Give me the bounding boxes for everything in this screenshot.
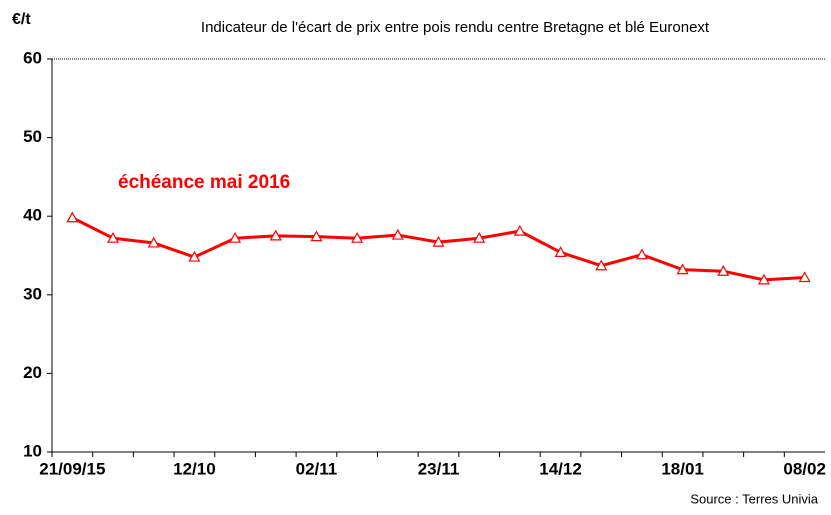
marker [676, 263, 689, 275]
x-tick-label: 23/11 [418, 459, 460, 478]
marker [351, 231, 364, 243]
marker [595, 259, 608, 271]
x-tick-label: 02/11 [296, 459, 338, 478]
marker [554, 246, 567, 257]
y-tick-label: 20 [23, 363, 42, 382]
marker [107, 231, 120, 243]
marker [188, 250, 201, 262]
line [71, 216, 805, 282]
y-tick-label: 30 [23, 284, 42, 303]
marker [717, 264, 730, 276]
y-tick-label: 50 [23, 127, 42, 146]
marker [432, 235, 445, 247]
marker [513, 224, 526, 236]
marker [66, 211, 79, 223]
marker [269, 229, 282, 241]
y-tick-label: 60 [23, 48, 42, 67]
marker [757, 273, 770, 285]
y-tick-label: 40 [23, 206, 42, 225]
marker [798, 271, 811, 283]
y-axis-label: €/t [12, 11, 31, 28]
y-tick-label: 10 [23, 441, 42, 460]
marker [229, 231, 242, 243]
marker [310, 230, 323, 242]
marker [473, 231, 486, 243]
source: Source : Terres Univia [690, 491, 818, 506]
marker [635, 248, 648, 260]
x-tick-label: 14/12 [539, 459, 582, 478]
x-tick-label: 18/01 [661, 459, 704, 478]
x-tick-label: 12/10 [173, 459, 216, 478]
annotation: échéance mai 2016 [118, 172, 290, 193]
x-tick-label: 21/09/15 [39, 459, 105, 478]
marker [147, 236, 160, 248]
marker [391, 228, 404, 240]
chart-title: Indicateur de l'écart de prix entre pois… [201, 19, 710, 36]
x-tick-label: 08/02 [783, 459, 826, 478]
